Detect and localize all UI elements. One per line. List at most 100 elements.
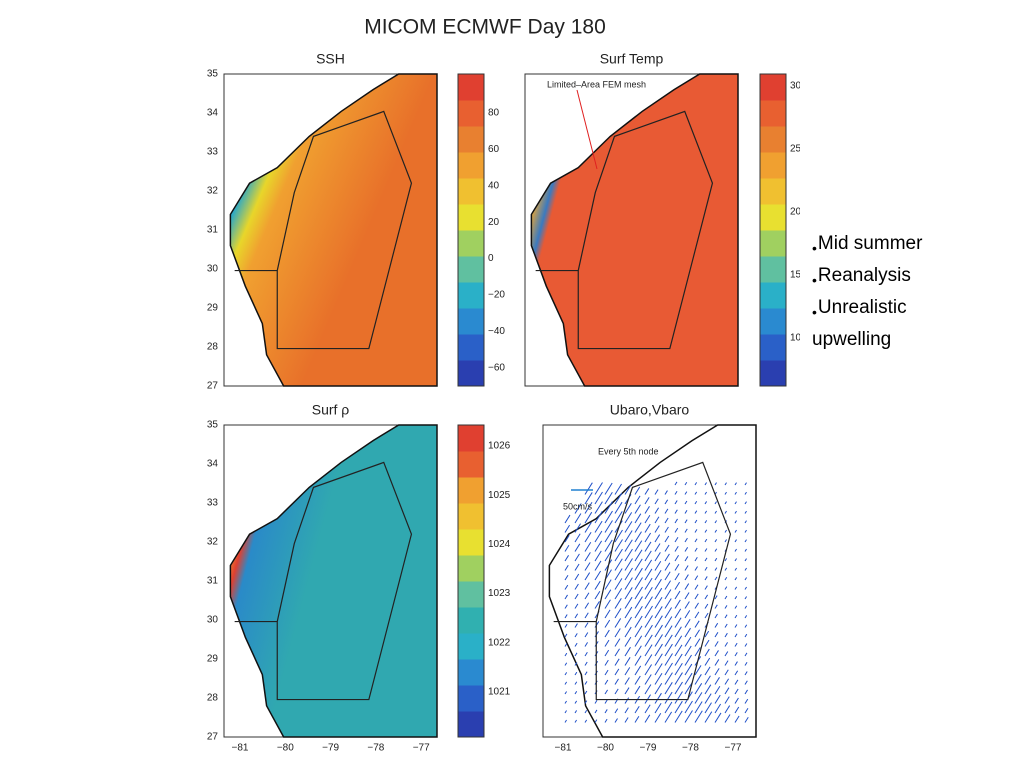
- velocity-vector: [674, 626, 682, 638]
- velocity-vector: [674, 490, 678, 495]
- velocity-vector: [604, 659, 609, 666]
- velocity-vector: [704, 520, 708, 524]
- velocity-vector: [704, 684, 712, 695]
- colorbar-band: [458, 204, 484, 231]
- velocity-vector: [724, 632, 728, 638]
- velocity-vector: [624, 503, 632, 514]
- velocity-vector: [674, 608, 682, 619]
- velocity-vector: [714, 613, 718, 619]
- velocity-vector: [694, 510, 698, 514]
- y-tick-label: 31: [207, 225, 219, 236]
- velocity-vector: [734, 596, 738, 600]
- velocity-vector: [724, 669, 729, 676]
- velocity-vector: [674, 481, 678, 486]
- velocity-vector: [744, 698, 749, 704]
- velocity-vector: [604, 491, 613, 505]
- velocity-vector: [584, 651, 588, 657]
- velocity-vector: [614, 511, 623, 524]
- velocity-vector: [734, 605, 738, 609]
- bullet: Unrealistic upwelling: [812, 294, 972, 353]
- velocity-vector: [744, 661, 748, 666]
- velocity-vector: [614, 718, 618, 723]
- velocity-vector: [684, 700, 693, 714]
- velocity-vector: [634, 635, 643, 647]
- velocity-vector: [604, 639, 610, 647]
- velocity-vector: [624, 626, 632, 638]
- velocity-vector: [684, 654, 692, 666]
- velocity-vector: [724, 482, 727, 486]
- velocity-vector: [744, 491, 747, 495]
- velocity-vector: [584, 482, 593, 495]
- velocity-vector: [714, 685, 721, 695]
- velocity-vector: [664, 682, 673, 695]
- velocity-vector: [714, 539, 718, 543]
- velocity-vector: [604, 679, 609, 685]
- velocity-vector: [704, 510, 708, 514]
- velocity-vector: [634, 495, 641, 505]
- velocity-vector: [744, 586, 747, 590]
- colorbar-band: [760, 308, 786, 335]
- velocity-vector: [624, 521, 633, 533]
- y-tick-label: 29: [207, 303, 219, 314]
- velocity-vector: [624, 567, 633, 581]
- annotation: Limited–Area FEM mesh: [547, 79, 646, 89]
- velocity-vector: [644, 624, 653, 638]
- velocity-vector: [684, 636, 692, 647]
- velocity-vector: [654, 692, 662, 704]
- velocity-vector: [674, 681, 683, 695]
- velocity-vector: [734, 567, 738, 571]
- colorbar-band: [458, 152, 484, 179]
- velocity-vector: [694, 620, 700, 628]
- velocity-vector: [704, 711, 713, 723]
- velocity-vector: [684, 481, 688, 486]
- velocity-vector: [694, 593, 699, 600]
- velocity-vector: [574, 681, 578, 685]
- velocity-vector: [674, 700, 683, 714]
- velocity-vector: [734, 558, 737, 562]
- velocity-vector: [574, 553, 580, 562]
- velocity-vector: [664, 580, 671, 590]
- velocity-vector: [634, 549, 643, 562]
- velocity-vector: [614, 688, 619, 695]
- velocity-vector: [584, 671, 588, 676]
- velocity-vector: [714, 595, 718, 600]
- velocity-vector: [664, 711, 673, 723]
- velocity-vector: [694, 701, 703, 714]
- velocity-vector: [614, 492, 623, 505]
- y-tick-label: 34: [207, 459, 219, 470]
- velocity-vector: [744, 482, 747, 486]
- velocity-vector: [594, 530, 603, 543]
- velocity-vector: [724, 491, 727, 495]
- x-tick-label: −81: [555, 743, 572, 754]
- velocity-vector: [644, 644, 653, 657]
- velocity-vector: [654, 569, 662, 581]
- velocity-vector: [714, 668, 720, 676]
- velocity-vector: [604, 669, 609, 676]
- panel-title: SSH: [316, 51, 345, 67]
- velocity-vector: [664, 691, 673, 704]
- velocity-vector: [734, 586, 738, 590]
- velocity-vector: [734, 633, 738, 638]
- velocity-vector: [614, 501, 623, 514]
- colorbar-tick-label: 0: [488, 253, 494, 264]
- colorbar-band: [458, 529, 484, 556]
- velocity-vector: [734, 539, 737, 543]
- velocity-vector: [564, 662, 568, 666]
- fem-mesh: [234, 110, 413, 350]
- velocity-vector: [744, 520, 747, 524]
- annotation-pointer: [576, 89, 598, 170]
- velocity-vector: [644, 615, 653, 628]
- ocean: [548, 424, 757, 738]
- velocity-vector: [574, 700, 578, 704]
- velocity-vector: [634, 655, 642, 666]
- velocity-vector: [594, 709, 598, 714]
- velocity-vector: [624, 587, 633, 600]
- velocity-vector: [684, 519, 688, 524]
- colorbar-tick-label: 20: [488, 217, 500, 228]
- velocity-vector: [654, 587, 663, 600]
- velocity-vector: [604, 549, 613, 562]
- velocity-vector: [564, 623, 568, 628]
- velocity-vector: [714, 659, 720, 666]
- velocity-vector: [654, 489, 659, 495]
- velocity-vector: [654, 702, 662, 714]
